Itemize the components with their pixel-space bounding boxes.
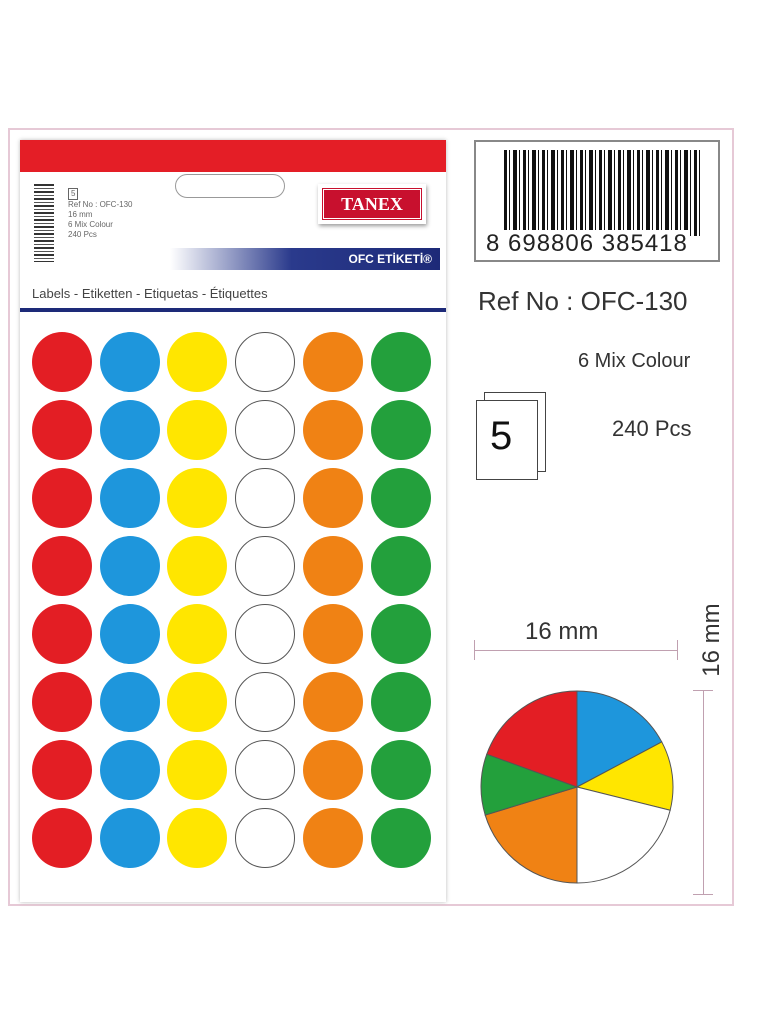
label-sheet-card: 5 Ref No : OFC-130 16 mm 6 Mix Colour 24… [20, 140, 446, 902]
dot-label-red [32, 740, 92, 800]
height-tick-bottom [693, 894, 713, 895]
mini-mix: 6 Mix Colour [68, 220, 113, 229]
dot-label-yellow [167, 332, 227, 392]
dot-label-orange [303, 740, 363, 800]
dot-label-orange [303, 808, 363, 868]
dot-label-green [371, 536, 431, 596]
dot-label-yellow [167, 808, 227, 868]
dot-label-green [371, 332, 431, 392]
dot-label-yellow [167, 400, 227, 460]
pack-count-icon: 5 [476, 392, 546, 480]
dot-label-orange [303, 604, 363, 664]
dot-label-orange [303, 332, 363, 392]
pack-count: 5 [490, 414, 513, 458]
pie-slice-red [486, 690, 578, 788]
dot-label-green [371, 808, 431, 868]
height-tick-top [693, 690, 713, 691]
dot-label-yellow [167, 740, 227, 800]
colour-pie-diagram [480, 690, 674, 884]
pie-slice-blue [576, 690, 663, 788]
product-line-banner: OFC ETİKETİ® [170, 248, 440, 270]
dot-label-orange [303, 672, 363, 732]
dot-label-orange [303, 400, 363, 460]
dot-label-yellow [167, 604, 227, 664]
height-dimension-line [703, 690, 704, 895]
red-header-band [20, 140, 446, 172]
dot-label-white [235, 536, 295, 596]
dot-label-yellow [167, 468, 227, 528]
dot-label-yellow [167, 536, 227, 596]
mini-barcode [34, 184, 54, 262]
dot-label-red [32, 672, 92, 732]
languages-text: Labels - Etiketten - Etiquetas - Étiquet… [32, 286, 268, 301]
dot-label-blue [100, 672, 160, 732]
mini-count: 5 [68, 188, 79, 200]
dot-label-blue [100, 400, 160, 460]
dot-label-green [371, 672, 431, 732]
dot-label-white [235, 740, 295, 800]
dot-label-green [371, 400, 431, 460]
barcode-bars [504, 150, 700, 236]
tanex-logo: TANEX [318, 184, 426, 224]
dot-label-blue [100, 536, 160, 596]
hang-hole [175, 174, 285, 198]
mix-colour: 6 Mix Colour [578, 350, 691, 372]
dot-label-yellow [167, 672, 227, 732]
dot-label-red [32, 604, 92, 664]
dot-label-red [32, 468, 92, 528]
width-label: 16 mm [525, 618, 599, 645]
dot-label-blue [100, 332, 160, 392]
pie-slice-white [576, 786, 671, 884]
dot-label-red [32, 400, 92, 460]
dot-label-green [371, 468, 431, 528]
mini-size: 16 mm [68, 210, 93, 219]
width-tick-right [677, 640, 678, 660]
dot-label-white [235, 332, 295, 392]
dot-label-red [32, 332, 92, 392]
barcode: 8 698806 385418 [474, 140, 720, 262]
dot-label-white [235, 400, 295, 460]
mini-pcs: 240 Pcs [68, 230, 97, 239]
dot-label-orange [303, 536, 363, 596]
pie-slice-yellow [575, 741, 674, 811]
dot-label-red [32, 808, 92, 868]
dot-label-white [235, 672, 295, 732]
package-frame [8, 128, 734, 906]
dot-label-orange [303, 468, 363, 528]
width-tick-left [474, 640, 475, 660]
mini-ref: Ref No : OFC-130 [68, 200, 133, 209]
width-dimension-line [474, 650, 678, 651]
dot-label-green [371, 604, 431, 664]
ref-number: Ref No : OFC-130 [478, 286, 688, 316]
dot-label-white [235, 604, 295, 664]
dot-label-red [32, 536, 92, 596]
brand-text: TANEX [322, 188, 422, 220]
dot-label-blue [100, 808, 160, 868]
piece-count: 240 Pcs [612, 416, 692, 441]
dot-label-white [235, 808, 295, 868]
navy-divider [20, 308, 446, 312]
dot-label-green [371, 740, 431, 800]
dot-label-blue [100, 740, 160, 800]
dot-label-blue [100, 604, 160, 664]
mini-label-info: 5 Ref No : OFC-130 16 mm 6 Mix Colour 24… [68, 188, 132, 240]
pie-slice-orange [484, 786, 578, 884]
dot-label-blue [100, 468, 160, 528]
dot-label-white [235, 468, 295, 528]
barcode-number: 8 698806 385418 [484, 230, 690, 258]
height-label: 16 mm [698, 603, 725, 677]
